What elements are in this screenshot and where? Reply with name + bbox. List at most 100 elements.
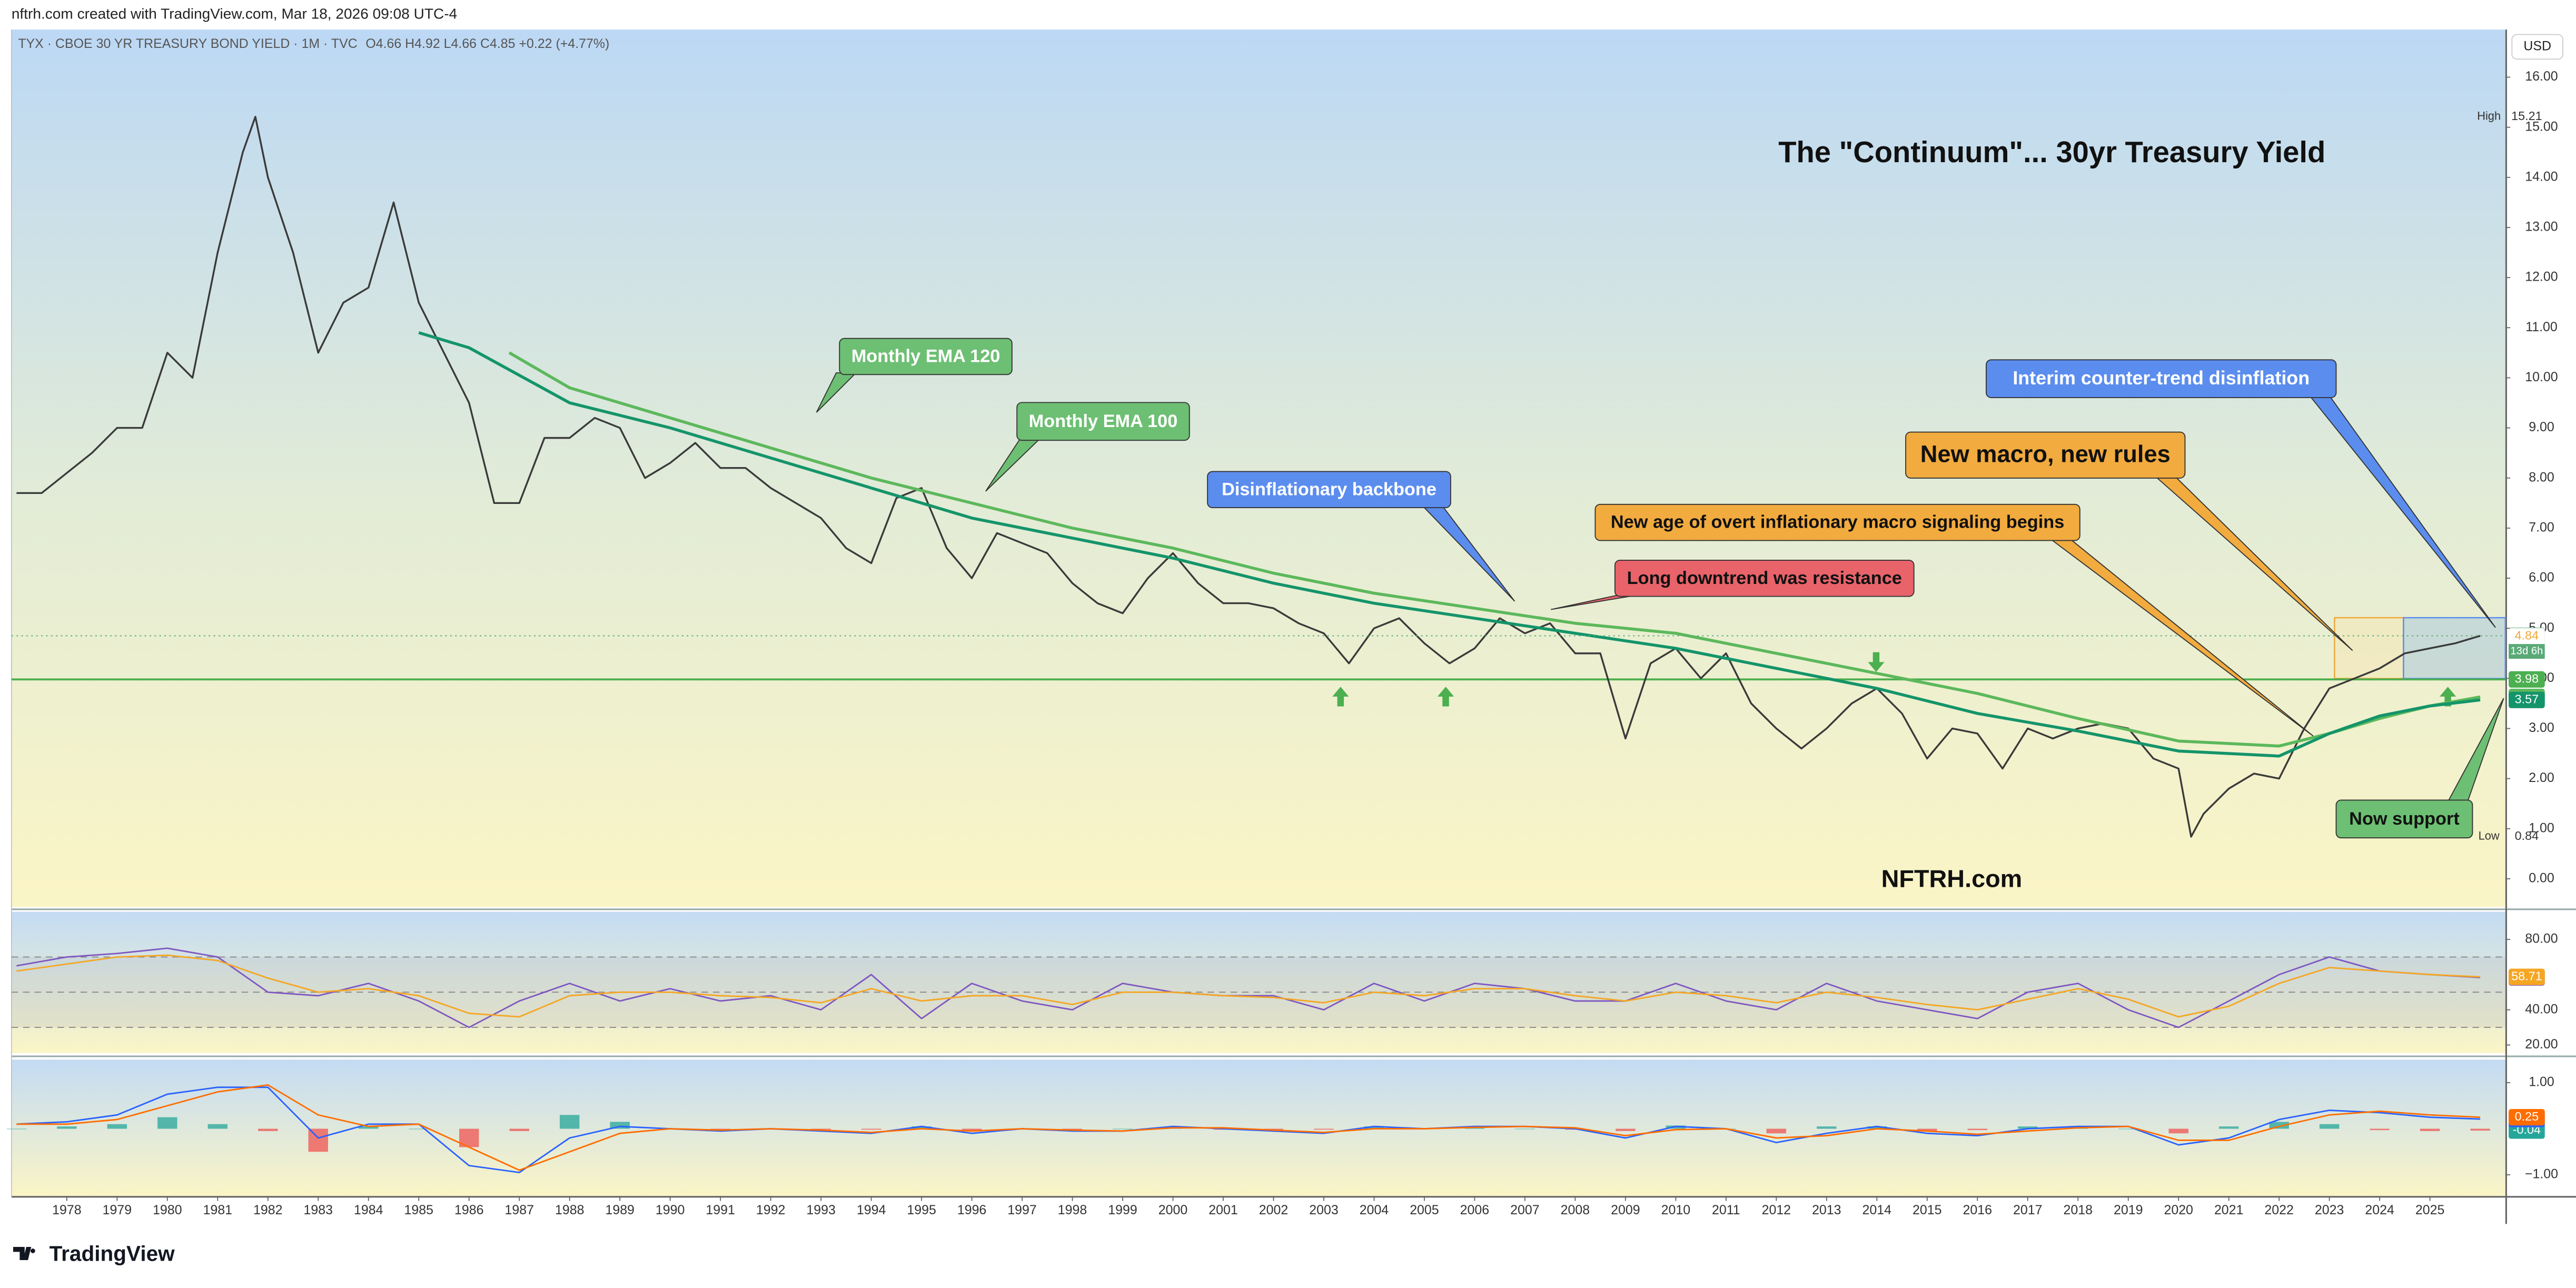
rsi-pane [11,911,2505,1053]
callout-box [839,338,1013,375]
histogram-bar [157,1117,177,1129]
x-tick-label: 1979 [103,1203,132,1217]
callout: Now support [2335,698,2504,839]
series-line [418,331,2481,758]
histogram-bar [1263,1128,1284,1130]
last-value-label: 0.25 [2515,1109,2539,1123]
x-tick-label: 2016 [1963,1203,1992,1217]
support-arrows [1332,652,2456,707]
y-tick-label: −1.00 [2525,1167,2558,1182]
x-tick-label: 2001 [1208,1203,1237,1217]
x-tick-label: 1993 [806,1203,835,1217]
histogram-bar [2118,1128,2138,1130]
y-tick-label: 8.00 [2529,470,2554,484]
x-tick-label: 2013 [1812,1203,1841,1217]
y-tick-label: 0.00 [2529,870,2554,885]
histogram-bar [107,1124,127,1129]
currency-box [2511,34,2563,60]
x-tick-label: 1995 [907,1203,936,1217]
callout: Monthly EMA 100 [985,402,1190,492]
histogram-bar [1817,1126,1837,1129]
y-tick-label: 1.00 [2529,820,2554,835]
x-tick-label: 1984 [354,1203,383,1217]
currency: USD [2523,39,2551,54]
x-tick-label: 2020 [2164,1203,2193,1217]
histogram-bar [2319,1124,2340,1129]
pane-0: 0.001.002.003.004.005.006.007.008.009.00… [11,69,2558,885]
callout-box [1207,471,1451,508]
x-tick-label: 1994 [857,1203,886,1217]
x-tick-label: 2012 [1762,1203,1791,1217]
x-tick-label: 1989 [605,1203,634,1217]
y-tick-label: 20.00 [2525,1037,2558,1052]
x-tick-label: 2008 [1561,1203,1590,1217]
callout-box [1614,559,1915,597]
callout-text: Monthly EMA 120 [851,346,1000,366]
x-tick-label: 1998 [1058,1203,1087,1217]
x-tick-label: 2010 [1661,1203,1690,1217]
callout: Long downtrend was resistance [1550,559,1915,610]
x-tick-label: 1999 [1108,1203,1137,1217]
x-tick-label: 2004 [1360,1203,1389,1217]
callout-box [1905,431,2186,479]
callout: Disinflationary backbone [1207,471,1515,602]
callout: Interim counter-trend disinflation [1986,359,2496,628]
histogram-bar [962,1128,982,1131]
histogram-bar [1867,1126,1887,1129]
x-tick-label: 1987 [504,1203,533,1217]
last-value-label-bg [2509,1109,2545,1126]
histogram-bar [2218,1126,2239,1129]
callout-text: Monthly EMA 100 [1029,411,1178,431]
histogram-bar [861,1128,881,1130]
histogram-bar [559,1115,580,1129]
histogram-bar [2420,1128,2440,1131]
x-tick-label: 2018 [2063,1203,2092,1217]
callout-box [1986,359,2337,398]
histogram-bar [1464,1127,1485,1129]
x-tick-label: 2023 [2315,1203,2344,1217]
x-tick-label: 1996 [957,1203,986,1217]
callout: Monthly EMA 120 [816,338,1013,413]
series-line [16,954,2481,1018]
y-tick-label: 11.00 [2525,320,2558,334]
x-tick-label: 1997 [1007,1203,1036,1217]
annotations: Monthly EMA 120 Monthly EMA 100 Disinflati… [816,338,2504,839]
callout-text: Disinflationary backbone [1222,479,1436,499]
y-tick-label: 80.00 [2525,932,2558,946]
countdown-bg [2509,644,2545,659]
callout-box [2335,799,2473,839]
callout-text: New macro, new rules [1920,441,2171,468]
header-credit: nftrh.com created with TradingView.com, … [12,6,457,22]
range-box [2403,617,2506,679]
histogram-bar [710,1128,730,1130]
last-value-label: 3.57 [2515,692,2539,706]
x-tick-label: 1978 [52,1203,81,1217]
support-label-bg [2509,671,2545,688]
y-tick-label: 14.00 [2525,169,2558,184]
x-tick-label: 1981 [203,1203,232,1217]
callout-text: Now support [2349,809,2460,829]
histogram-bar [1917,1128,1937,1131]
histogram-bar [1515,1128,1535,1130]
series-line [16,1086,2481,1174]
last-value-label-bg [2509,691,2545,708]
histogram-bar [1364,1126,1384,1129]
callout-text: Interim counter-trend disinflation [2013,368,2310,389]
histogram-bar [2018,1126,2038,1129]
low-value: 0.84 [2515,829,2539,843]
histogram-bar [1314,1128,1334,1130]
countdown: 13d 6h [2510,645,2543,657]
x-tick-label: 1992 [756,1203,785,1217]
x-tick-label: 2000 [1158,1203,1187,1217]
x-tick-label: 1986 [454,1203,483,1217]
x-tick-label: 2015 [1913,1203,1941,1217]
price-label: 4.84 [2515,629,2539,642]
x-tick-label: 2011 [1712,1203,1740,1217]
callout: New macro, new rules [1905,431,2353,651]
x-tick-label: 2014 [1862,1203,1892,1217]
x-tick-label: 2005 [1410,1203,1439,1217]
histogram-bar [1113,1128,1133,1130]
x-tick-label: 2002 [1259,1203,1288,1217]
